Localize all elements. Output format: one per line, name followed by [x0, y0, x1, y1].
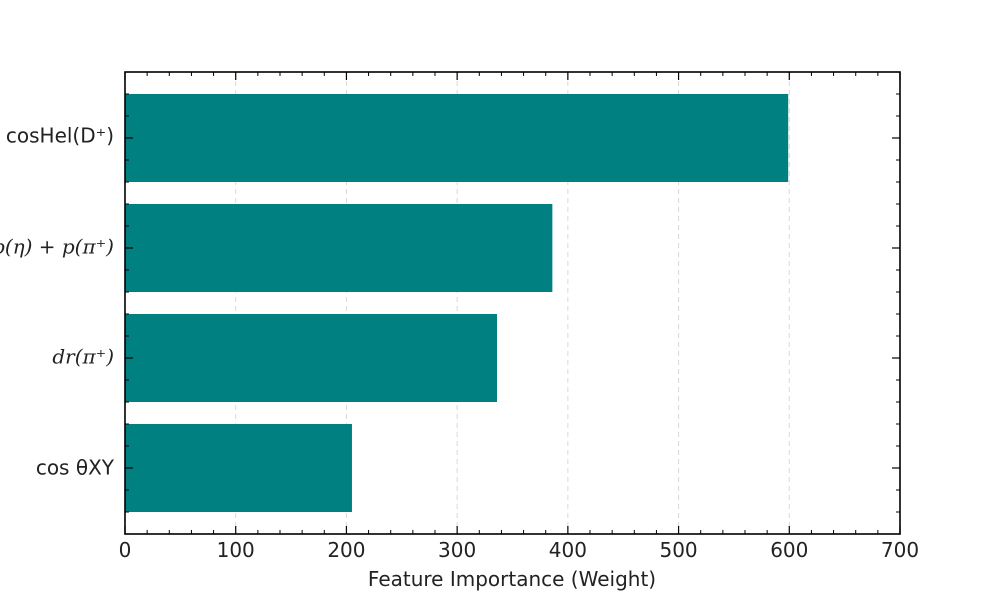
- bar-2: [125, 314, 497, 402]
- x-tick-label-300: 300: [438, 538, 476, 562]
- x-tick-label-700: 700: [881, 538, 919, 562]
- axis-ticks: [124, 72, 901, 534]
- bars: [125, 94, 789, 512]
- bar-0: [125, 94, 789, 182]
- category-labels: cosHel(D⁺) p(η) + p(π⁺) dr(π⁺) cos θXY: [0, 124, 115, 480]
- x-tick-label-200: 200: [327, 538, 365, 562]
- x-tick-label-500: 500: [659, 538, 697, 562]
- bar-3: [125, 424, 352, 512]
- x-tick-labels: 0 100 200 300 400 500 600 700: [119, 538, 919, 562]
- category-label-cos-theta: cos θXY: [36, 456, 115, 480]
- bar-1: [125, 204, 553, 292]
- x-tick-label-0: 0: [119, 538, 132, 562]
- category-label-p-eta-p-pi: p(η) + p(π⁺): [0, 235, 114, 259]
- x-axis-label: Feature Importance (Weight): [368, 567, 656, 591]
- plot-frame: [124, 71, 901, 535]
- category-label-dr-pi: dr(π⁺): [52, 345, 114, 369]
- x-tick-label-100: 100: [217, 538, 255, 562]
- x-tick-label-600: 600: [770, 538, 808, 562]
- category-label-coshel: cosHel(D⁺): [6, 124, 114, 148]
- x-tick-label-400: 400: [549, 538, 587, 562]
